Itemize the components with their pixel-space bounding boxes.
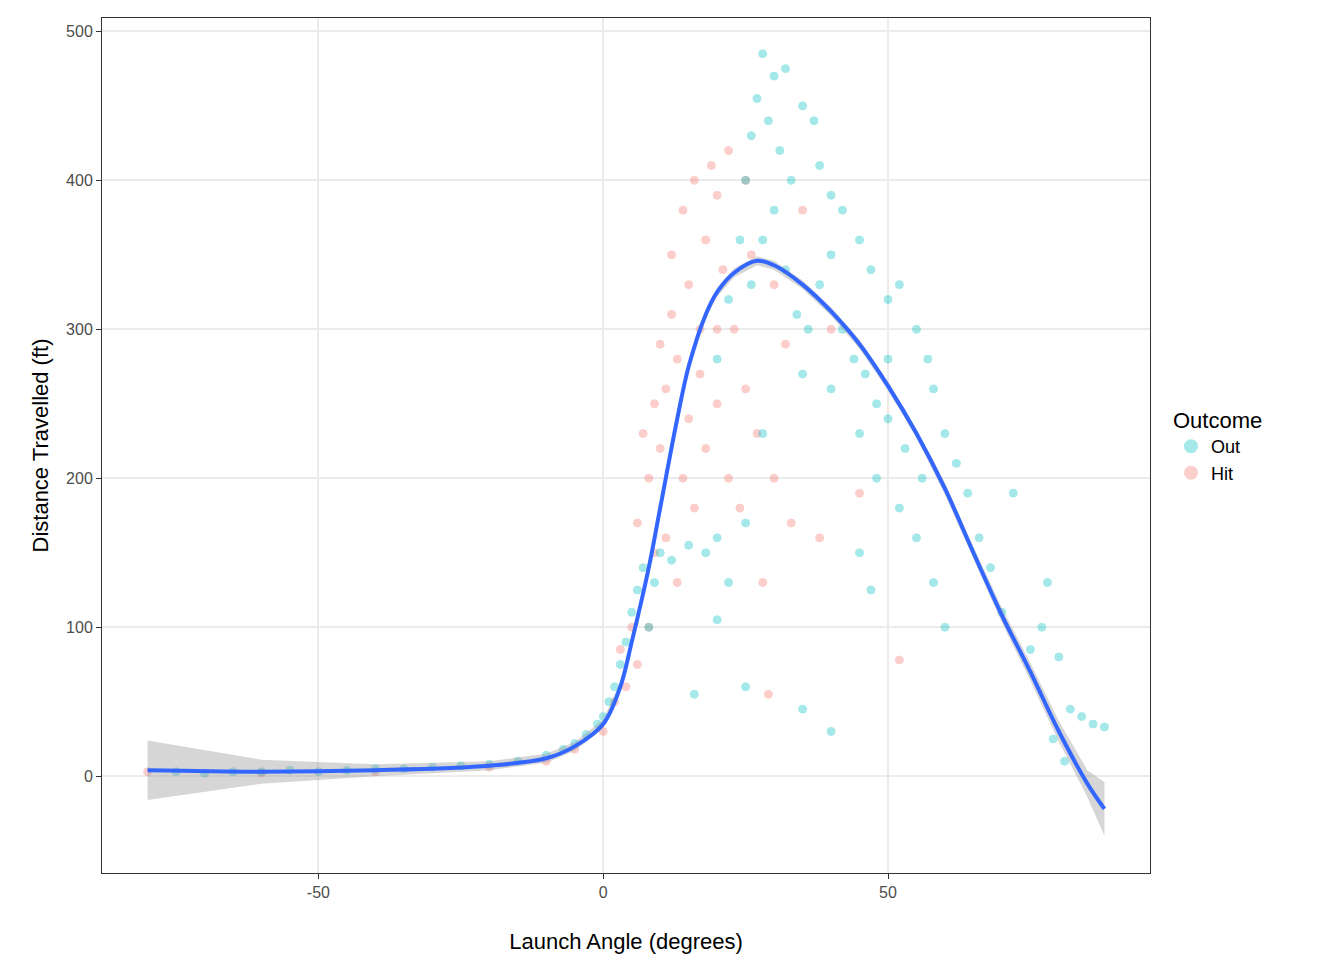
svg-text:100: 100 [66, 619, 93, 636]
svg-text:-50: -50 [307, 884, 330, 901]
svg-text:Outcome: Outcome [1173, 408, 1262, 433]
svg-text:0: 0 [599, 884, 608, 901]
svg-text:300: 300 [66, 321, 93, 338]
svg-text:0: 0 [84, 768, 93, 785]
svg-text:500: 500 [66, 23, 93, 40]
svg-text:400: 400 [66, 172, 93, 189]
svg-text:Launch Angle (degrees): Launch Angle (degrees) [509, 929, 743, 954]
svg-text:200: 200 [66, 470, 93, 487]
svg-text:Out: Out [1211, 437, 1240, 457]
svg-text:50: 50 [879, 884, 897, 901]
svg-text:Hit: Hit [1211, 464, 1233, 484]
svg-text:Distance Travelled (ft): Distance Travelled (ft) [28, 339, 53, 553]
